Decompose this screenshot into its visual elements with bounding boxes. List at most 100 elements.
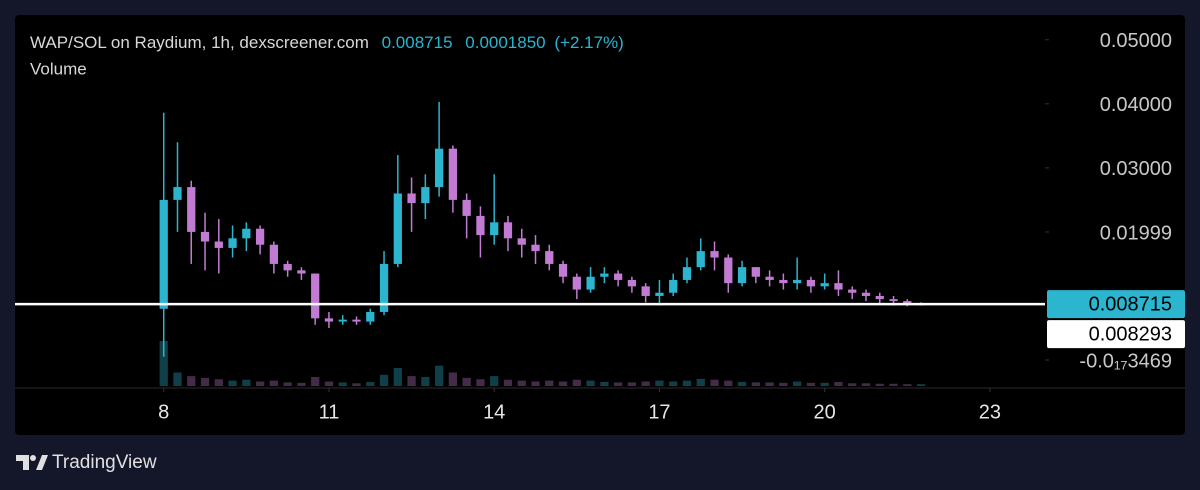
volume-bar	[490, 376, 499, 386]
candle-body	[627, 279, 637, 287]
candle-body	[724, 257, 733, 284]
volume-bar	[916, 384, 926, 386]
volume-bar	[379, 374, 389, 386]
volume-bar	[255, 381, 265, 386]
volume-bar	[682, 380, 692, 386]
candle-body	[200, 231, 210, 242]
candle-body	[490, 222, 499, 236]
candle-body	[255, 228, 265, 245]
volume-label: Volume	[30, 59, 87, 78]
candle-body	[228, 238, 237, 248]
candle-body	[462, 199, 471, 216]
volume-bar	[476, 379, 485, 386]
volume-bar	[834, 381, 843, 386]
candle-body	[297, 270, 306, 274]
candle-body	[173, 187, 182, 200]
y-tick-label: 0.01999	[1100, 222, 1172, 244]
volume-bar	[242, 379, 251, 386]
volume-bar	[338, 382, 347, 386]
volume-bar	[765, 382, 774, 386]
candle-body	[448, 148, 458, 200]
candle-body	[875, 295, 884, 300]
brand-logo	[16, 455, 48, 470]
volume-bar	[159, 341, 168, 386]
candle-body	[338, 319, 347, 322]
volume-bar	[311, 377, 320, 386]
candle-body	[613, 273, 623, 280]
volume-bar	[283, 382, 292, 386]
last-price-box	[1047, 290, 1185, 319]
candle-body	[352, 319, 361, 322]
volume-bar	[173, 372, 182, 386]
candle-body	[889, 299, 898, 302]
volume-bar	[655, 380, 664, 386]
candle-body	[751, 267, 760, 277]
volume-bar	[710, 379, 719, 386]
y-tick-label: 0.05000	[1100, 30, 1172, 52]
volume-bar	[434, 365, 444, 386]
candle-body	[558, 263, 568, 277]
candle-body	[572, 276, 581, 290]
candle-body	[655, 292, 664, 296]
volume-bar	[820, 382, 829, 386]
volume-bar	[861, 383, 871, 386]
volume-bar	[269, 380, 279, 386]
volume-bar	[627, 382, 637, 386]
candle-body	[793, 279, 802, 284]
volume-bar	[366, 381, 375, 386]
volume-bar	[324, 381, 334, 386]
candle-body	[779, 279, 788, 284]
volume-bar	[187, 376, 196, 386]
candle-body	[283, 263, 292, 271]
candle-body	[696, 251, 705, 268]
volume-bar	[531, 381, 540, 386]
volume-bar	[503, 379, 513, 386]
candle-body	[545, 251, 554, 264]
last-price: 0.008715	[382, 33, 453, 52]
volume-bar	[421, 377, 430, 386]
x-tick-label: 11	[319, 401, 340, 423]
candle-body	[393, 193, 402, 264]
candle-body	[503, 222, 513, 239]
candle-body	[531, 244, 540, 252]
volume-bar	[613, 382, 623, 386]
y-tick-label: 0.03000	[1100, 158, 1172, 180]
volume-bar	[806, 382, 816, 386]
volume-bar	[200, 377, 210, 386]
candle-body	[159, 199, 168, 309]
x-tick-label: 23	[979, 401, 1001, 423]
volume-bar	[572, 379, 581, 386]
volume-bar	[448, 372, 458, 386]
x-tick-label: 20	[814, 401, 836, 423]
candle-body	[214, 241, 223, 248]
volume-bar	[558, 381, 568, 386]
candle-body	[324, 318, 334, 322]
candle-body	[600, 273, 609, 277]
candle-body	[586, 276, 595, 290]
candle-body	[806, 279, 816, 287]
x-tick-label: 8	[158, 401, 169, 423]
candle-body	[434, 148, 444, 188]
volume-bar	[903, 384, 912, 386]
candle-body	[765, 276, 774, 280]
candle-body	[311, 273, 320, 319]
candle-body	[682, 267, 692, 280]
chart-panel	[15, 15, 1185, 435]
volume-bar	[724, 380, 733, 386]
candle-body	[476, 215, 485, 236]
volume-bar	[793, 381, 802, 386]
candle-body	[834, 283, 843, 290]
x-tick-label: 17	[648, 401, 670, 423]
x-tick-label: 14	[483, 401, 505, 423]
candle-body	[848, 289, 857, 293]
candle-body	[517, 238, 526, 245]
candle-body	[379, 263, 389, 312]
candle-body	[903, 301, 912, 305]
volume-bar	[393, 368, 402, 386]
brand-name: TradingView	[52, 452, 157, 473]
price-change-pct: (+2.17%)	[554, 33, 623, 52]
volume-bar	[214, 379, 223, 386]
legend-header: WAP/SOL on Raydium, 1h, dexscreener.com …	[30, 33, 624, 52]
